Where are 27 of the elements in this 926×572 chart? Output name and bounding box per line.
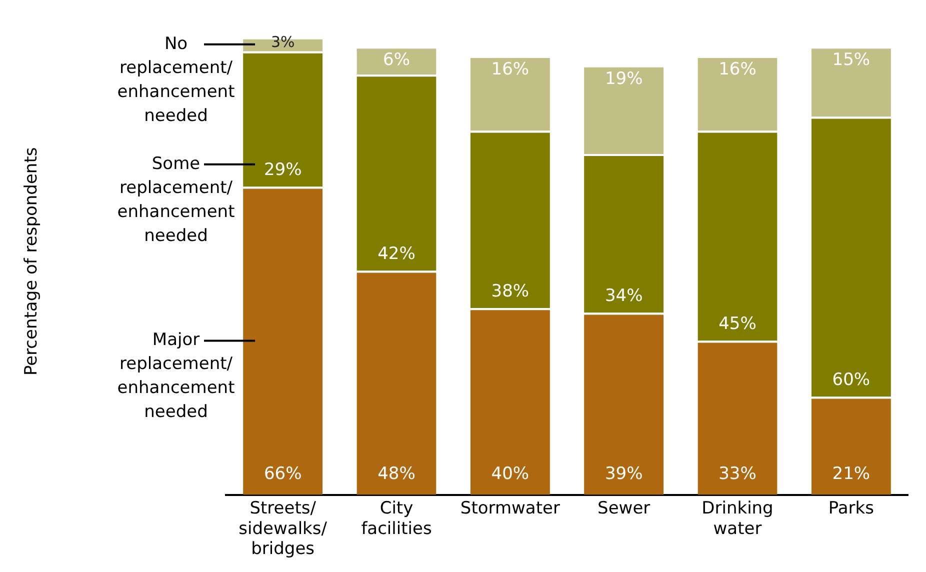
data-label: 29% bbox=[264, 160, 302, 180]
data-label: 15% bbox=[832, 50, 870, 70]
data-label: 21% bbox=[832, 464, 870, 484]
x-tick-label: Drinking water bbox=[702, 498, 774, 539]
data-label: 66% bbox=[264, 464, 302, 484]
data-label: 39% bbox=[604, 464, 643, 484]
data-label: 60% bbox=[832, 370, 870, 390]
data-label: 38% bbox=[491, 282, 530, 302]
data-label: 16% bbox=[491, 59, 530, 80]
data-label: 34% bbox=[604, 286, 643, 306]
data-label: 6% bbox=[383, 50, 410, 70]
x-tick-label: Stormwater bbox=[460, 498, 560, 518]
data-label: 45% bbox=[718, 314, 756, 334]
series-label: Some replacement/ enhancement needed bbox=[117, 154, 236, 246]
x-tick-label: Sewer bbox=[598, 498, 650, 518]
data-label: 19% bbox=[604, 68, 643, 89]
x-tick-label: Streets/ sidewalks/ bridges bbox=[238, 498, 328, 560]
x-tick-label: Parks bbox=[828, 498, 874, 518]
data-label: 16% bbox=[718, 59, 756, 80]
series-label: No replacement/ enhancement needed bbox=[117, 34, 236, 126]
x-tick-label: City facilities bbox=[361, 498, 432, 539]
data-label: 33% bbox=[718, 464, 756, 484]
data-label: 42% bbox=[378, 244, 416, 264]
data-label: 40% bbox=[491, 464, 530, 484]
series-label: Major replacement/ enhancement needed bbox=[117, 330, 236, 422]
text: Percentage of respondents bbox=[21, 147, 42, 376]
data-label: 48% bbox=[378, 464, 416, 484]
